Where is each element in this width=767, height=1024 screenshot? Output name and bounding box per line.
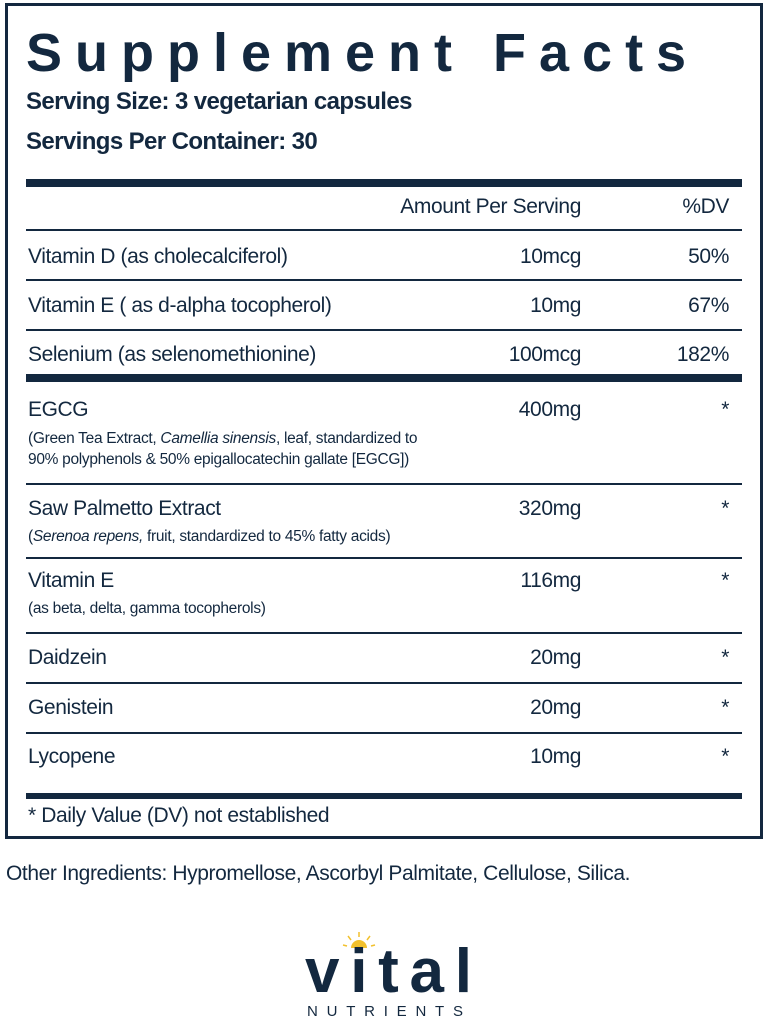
serving-size: Serving Size: 3 vegetarian capsules	[26, 88, 412, 115]
row-name: Saw Palmetto Extract	[28, 497, 221, 520]
row-detail: (Green Tea Extract, Camellia sinensis, l…	[28, 430, 418, 447]
divider	[26, 329, 742, 331]
row-amount: 20mg	[530, 646, 581, 669]
row-dv: *	[721, 646, 729, 669]
vital-nutrients-logo: vital NUTRIENTS	[305, 932, 472, 1020]
row-name: Daidzein	[28, 646, 107, 669]
divider	[26, 682, 742, 684]
row-amount: 116mg	[520, 569, 581, 592]
svg-text:NUTRIENTS: NUTRIENTS	[307, 1003, 467, 1020]
row-amount: 400mg	[518, 398, 582, 421]
supplement-facts-panel	[5, 3, 763, 839]
row-amount: 320mg	[518, 497, 582, 520]
row-amount: 10mcg	[519, 245, 581, 268]
row-amount: 100mcg	[508, 343, 582, 366]
divider	[26, 732, 742, 734]
row-detail: 90% polyphenols & 50% epigallocatechin g…	[28, 451, 410, 468]
divider-thick	[26, 793, 742, 799]
header-dv: %DV	[682, 195, 729, 218]
row-name: Vitamin D (as cholecalciferol)	[28, 245, 288, 268]
header-amount: Amount Per Serving	[400, 195, 581, 218]
other-ingredients: Other Ingredients: Hypromellose, Ascorby…	[6, 862, 631, 885]
row-dv: 67%	[688, 294, 729, 317]
row-dv: *	[721, 696, 729, 719]
divider-thick	[26, 374, 742, 382]
svg-text:vital: vital	[305, 937, 470, 1006]
row-name: Vitamin E	[28, 569, 114, 592]
row-dv: *	[721, 569, 729, 592]
row-amount: 20mg	[530, 696, 581, 719]
divider	[26, 279, 742, 281]
servings-per-container: Servings Per Container: 30	[26, 128, 318, 155]
row-name: Selenium (as selenomethionine)	[28, 343, 316, 366]
divider	[26, 483, 742, 485]
row-detail: (Serenoa repens, fruit, standardized to …	[28, 528, 391, 545]
footnote: * Daily Value (DV) not established	[28, 804, 330, 827]
divider	[26, 557, 742, 559]
row-dv: *	[721, 497, 729, 520]
row-dv: 182%	[676, 343, 730, 366]
divider	[26, 229, 742, 231]
row-dv: *	[721, 398, 729, 421]
row-name: EGCG	[28, 398, 89, 421]
row-name: Lycopene	[28, 745, 116, 768]
row-name: Genistein	[28, 696, 114, 719]
row-amount: 10mg	[530, 294, 581, 317]
row-dv: *	[721, 745, 729, 768]
divider-thick	[26, 179, 742, 187]
row-detail: (as beta, delta, gamma tocopherols)	[28, 600, 266, 617]
panel-title: Supplement Facts	[26, 23, 700, 83]
row-name: Vitamin E ( as d-alpha tocopherol)	[28, 294, 332, 317]
row-dv: 50%	[688, 245, 729, 268]
sun-icon	[342, 932, 376, 948]
divider	[26, 632, 742, 634]
row-amount: 10mg	[530, 745, 581, 768]
